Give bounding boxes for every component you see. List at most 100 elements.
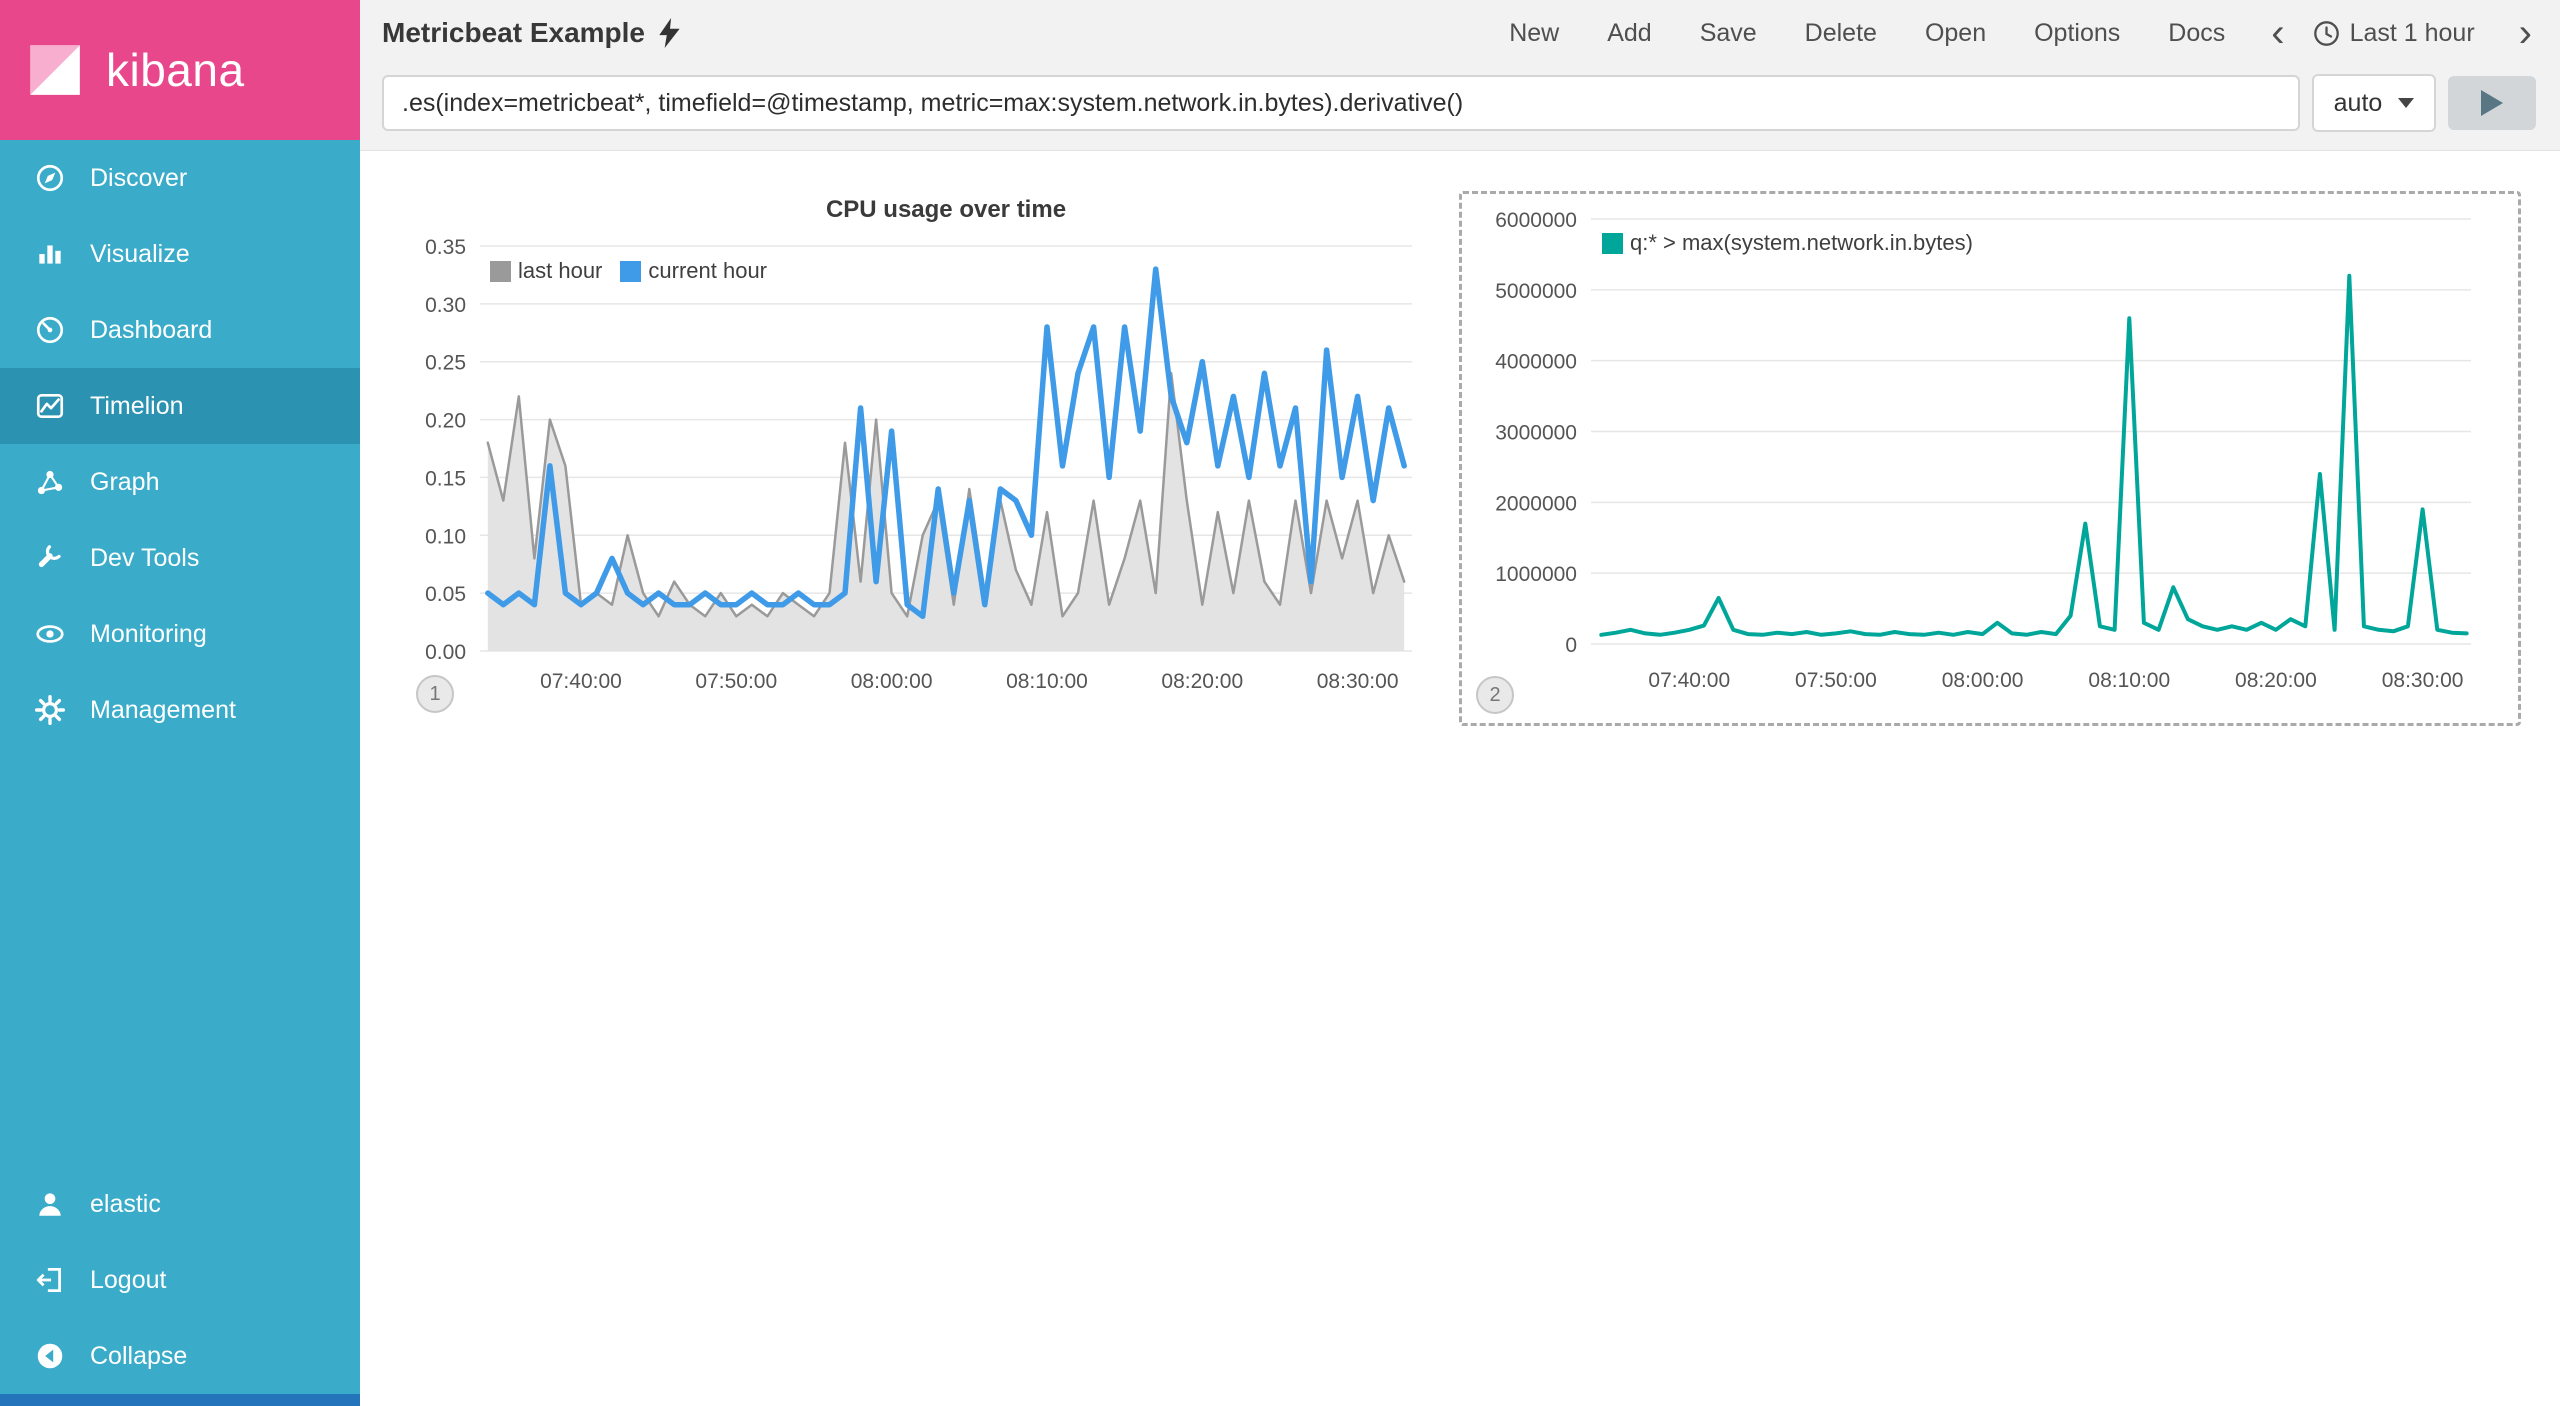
network-bytes-chart: 0 1000000 2000000 3000000 4000000 5000000 6000…: [1495, 209, 2471, 692]
svg-text:6000000: 6000000: [1495, 209, 1577, 232]
sidebar-item-label: Management: [90, 695, 236, 724]
time-back-chevron-icon[interactable]: ‹: [2271, 11, 2285, 55]
menu-delete[interactable]: Delete: [1804, 18, 1877, 47]
cpu-usage-chart: 0.00 0.05 0.10 0.15 0.20 0.25 0.30 0.35 07:40:00…: [425, 236, 1412, 693]
menu-save[interactable]: Save: [1699, 18, 1757, 47]
timelion-bolt-icon: [659, 18, 681, 48]
svg-text:08:20:00: 08:20:00: [1161, 670, 1243, 693]
svg-text:0.00: 0.00: [425, 641, 466, 664]
eye-icon: [34, 618, 66, 650]
sidebar-item-label: Discover: [90, 163, 188, 192]
svg-text:3000000: 3000000: [1495, 422, 1577, 445]
run-query-button[interactable]: [2448, 76, 2536, 130]
chart-legend: q:* > max(system.network.in.bytes): [1602, 230, 1973, 256]
sidebar-item-label: Collapse: [90, 1341, 188, 1370]
sidebar-item-timelion[interactable]: Timelion: [0, 368, 360, 444]
svg-text:0.30: 0.30: [425, 294, 466, 317]
time-forward-chevron-icon[interactable]: ›: [2518, 11, 2532, 55]
timelion-panel-1[interactable]: CPU usage over time 0.00 0.05 0.10 0.15 0.20…: [385, 176, 1420, 742]
chart-legend: last hour current hour: [490, 258, 767, 284]
chevron-down-icon: [2398, 98, 2415, 108]
sidebar-item-logout[interactable]: Logout: [0, 1242, 360, 1318]
sidebar-nav: Discover Visualize Dashboard Timelion: [0, 140, 360, 748]
legend-label: current hour: [648, 258, 768, 283]
menu-open[interactable]: Open: [1924, 18, 1987, 47]
legend-swatch-current-hour: [620, 260, 642, 282]
svg-text:0.05: 0.05: [425, 583, 466, 606]
menu-add[interactable]: Add: [1607, 18, 1652, 47]
menu-docs[interactable]: Docs: [2168, 18, 2226, 47]
play-icon: [2481, 90, 2503, 116]
gauge-icon: [34, 314, 66, 346]
gear-icon: [34, 694, 66, 726]
sidebar-item-monitoring[interactable]: Monitoring: [0, 596, 360, 672]
svg-text:07:50:00: 07:50:00: [695, 670, 777, 693]
interval-select[interactable]: auto: [2312, 74, 2436, 132]
sidebar: kibana Discover Visualize Dashboard: [0, 0, 360, 1406]
menu-new[interactable]: New: [1509, 18, 1560, 47]
sidebar-bottom-strip: [0, 1394, 360, 1406]
sidebar-item-label: Dev Tools: [90, 543, 200, 572]
kibana-logo-text: kibana: [106, 44, 245, 96]
kibana-logo-icon: [30, 45, 80, 95]
sidebar-item-graph[interactable]: Graph: [0, 444, 360, 520]
sidebar-item-management[interactable]: Management: [0, 672, 360, 748]
svg-text:08:20:00: 08:20:00: [2235, 669, 2317, 692]
chart-title: CPU usage over time: [825, 196, 1067, 223]
svg-text:07:40:00: 07:40:00: [540, 670, 622, 693]
header: Metricbeat Example New Add Save Delete O…: [360, 0, 2560, 151]
legend-swatch-network: [1602, 232, 1623, 254]
top-menu: New Add Save Delete Open Options Docs: [1509, 19, 2225, 48]
sidebar-item-dashboard[interactable]: Dashboard: [0, 292, 360, 368]
legend-label: last hour: [518, 258, 603, 283]
menu-options[interactable]: Options: [2034, 18, 2121, 47]
kibana-logo[interactable]: kibana: [0, 0, 360, 140]
interval-value: auto: [2333, 88, 2383, 117]
svg-text:08:00:00: 08:00:00: [851, 670, 933, 693]
svg-text:0.10: 0.10: [425, 525, 466, 548]
sidebar-item-label: Timelion: [90, 391, 184, 420]
svg-text:08:30:00: 08:30:00: [2382, 669, 2464, 692]
timelion-panel-2-selected[interactable]: 0 1000000 2000000 3000000 4000000 5000000 6000…: [1459, 191, 2521, 726]
sidebar-item-dev-tools[interactable]: Dev Tools: [0, 520, 360, 596]
time-picker[interactable]: Last 1 hour: [2313, 19, 2475, 48]
sidebar-item-collapse[interactable]: Collapse: [0, 1318, 360, 1394]
svg-text:07:40:00: 07:40:00: [1648, 669, 1730, 692]
logout-icon: [34, 1264, 66, 1296]
legend-swatch-last-hour: [490, 260, 511, 282]
svg-text:08:30:00: 08:30:00: [1317, 670, 1399, 693]
svg-text:5000000: 5000000: [1495, 280, 1577, 303]
page-title: Metricbeat Example: [382, 17, 645, 48]
svg-text:08:10:00: 08:10:00: [2088, 669, 2170, 692]
graph-nodes-icon: [34, 466, 66, 498]
time-range-label: Last 1 hour: [2349, 18, 2475, 47]
sidebar-item-visualize[interactable]: Visualize: [0, 216, 360, 292]
clock-icon: [2313, 20, 2340, 47]
svg-text:08:10:00: 08:10:00: [1006, 670, 1088, 693]
svg-text:0.25: 0.25: [425, 352, 466, 375]
sidebar-item-label: Dashboard: [90, 315, 213, 344]
timelion-icon: [34, 390, 66, 422]
sidebar-item-label: elastic: [90, 1189, 161, 1218]
timelion-query-input[interactable]: [382, 75, 2300, 131]
legend-item: current hour: [620, 258, 767, 284]
svg-text:4000000: 4000000: [1495, 351, 1577, 374]
sidebar-item-label: Graph: [90, 467, 160, 496]
sidebar-item-user-elastic[interactable]: elastic: [0, 1166, 360, 1242]
panel-number-badge: 2: [1476, 676, 1514, 714]
legend-item: q:* > max(system.network.in.bytes): [1602, 230, 1973, 256]
svg-text:07:50:00: 07:50:00: [1795, 669, 1877, 692]
sidebar-item-discover[interactable]: Discover: [0, 140, 360, 216]
panel-number-badge: 1: [416, 675, 454, 713]
svg-text:1000000: 1000000: [1495, 563, 1577, 586]
bar-chart-icon: [34, 238, 66, 270]
svg-text:2000000: 2000000: [1495, 492, 1577, 515]
legend-item: last hour: [490, 258, 602, 284]
svg-text:0.35: 0.35: [425, 236, 466, 259]
sidebar-item-label: Logout: [90, 1265, 167, 1294]
topbar: Metricbeat Example New Add Save Delete O…: [360, 0, 2560, 66]
content: CPU usage over time 0.00 0.05 0.10 0.15 0.20…: [360, 151, 2560, 1406]
svg-text:0: 0: [1565, 634, 1577, 657]
querybar: auto: [360, 66, 2560, 150]
